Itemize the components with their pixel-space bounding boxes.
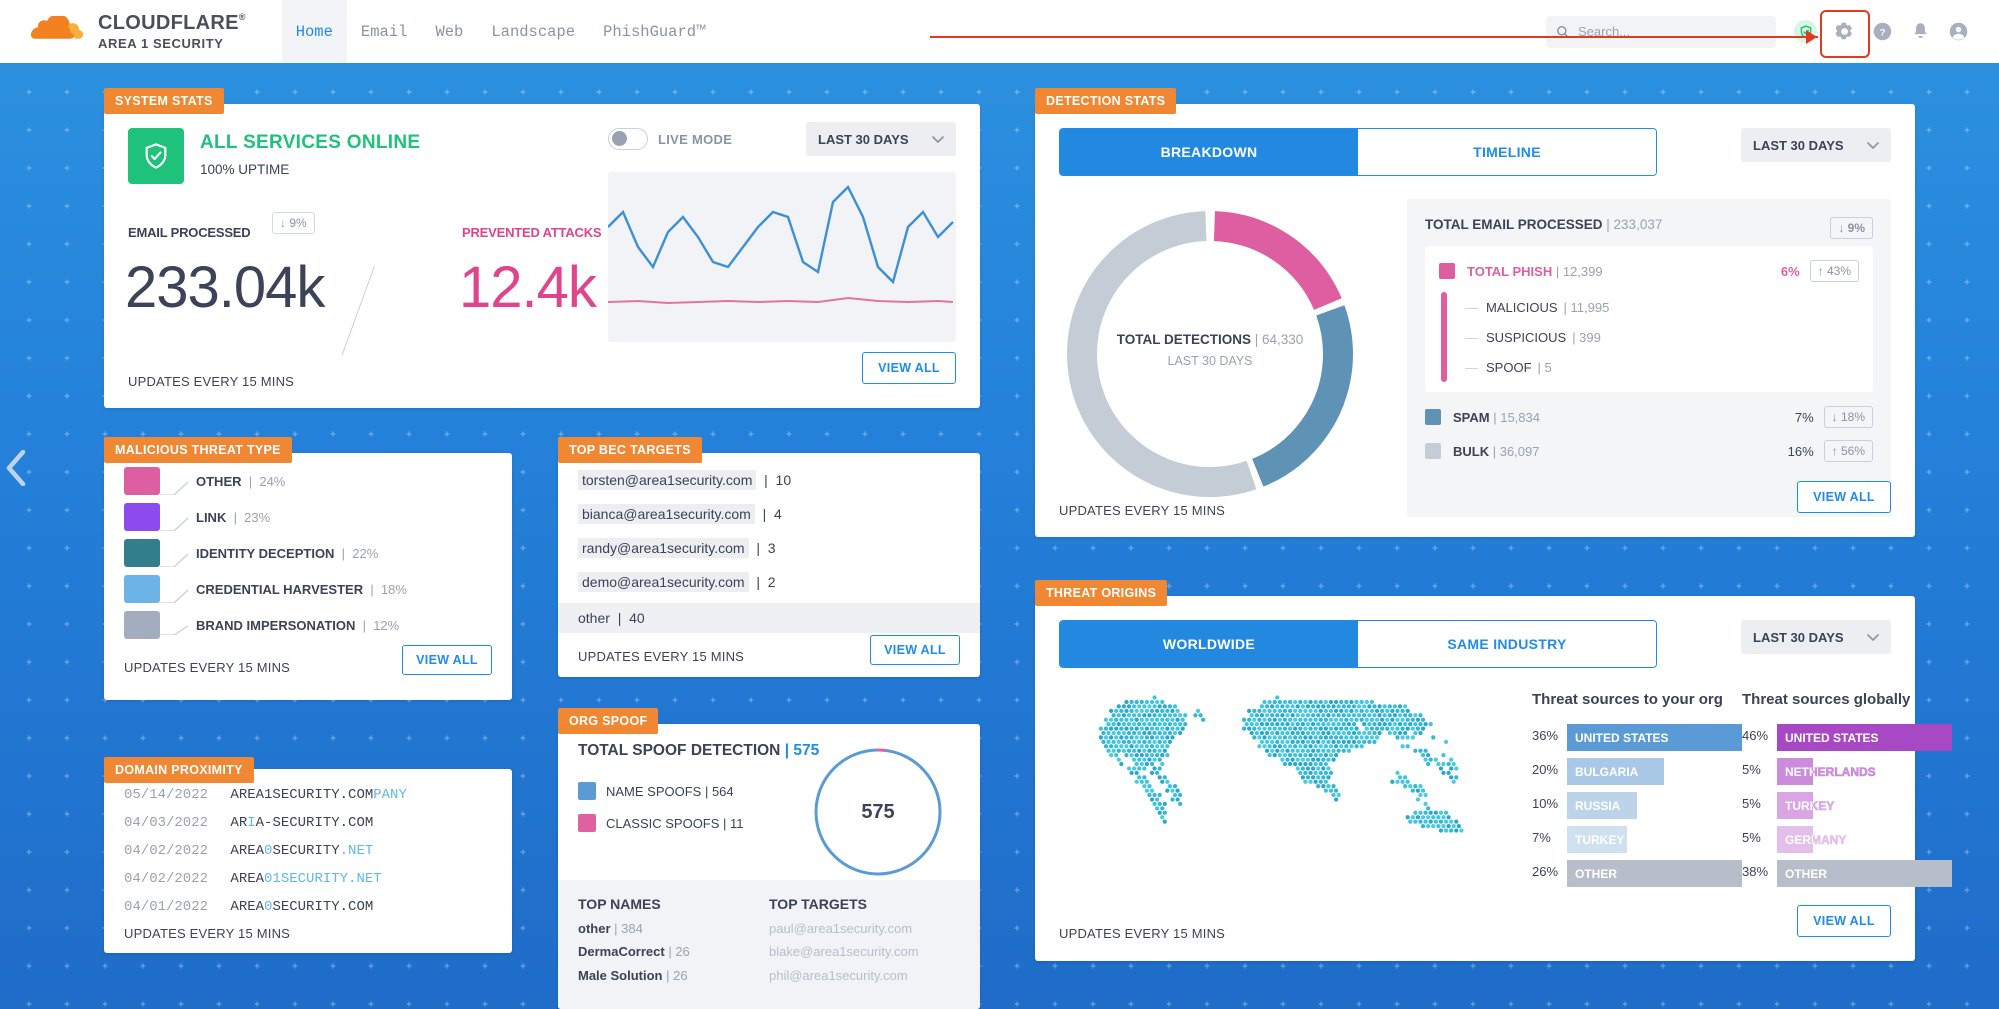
svg-text:?: ? <box>1880 27 1886 38</box>
